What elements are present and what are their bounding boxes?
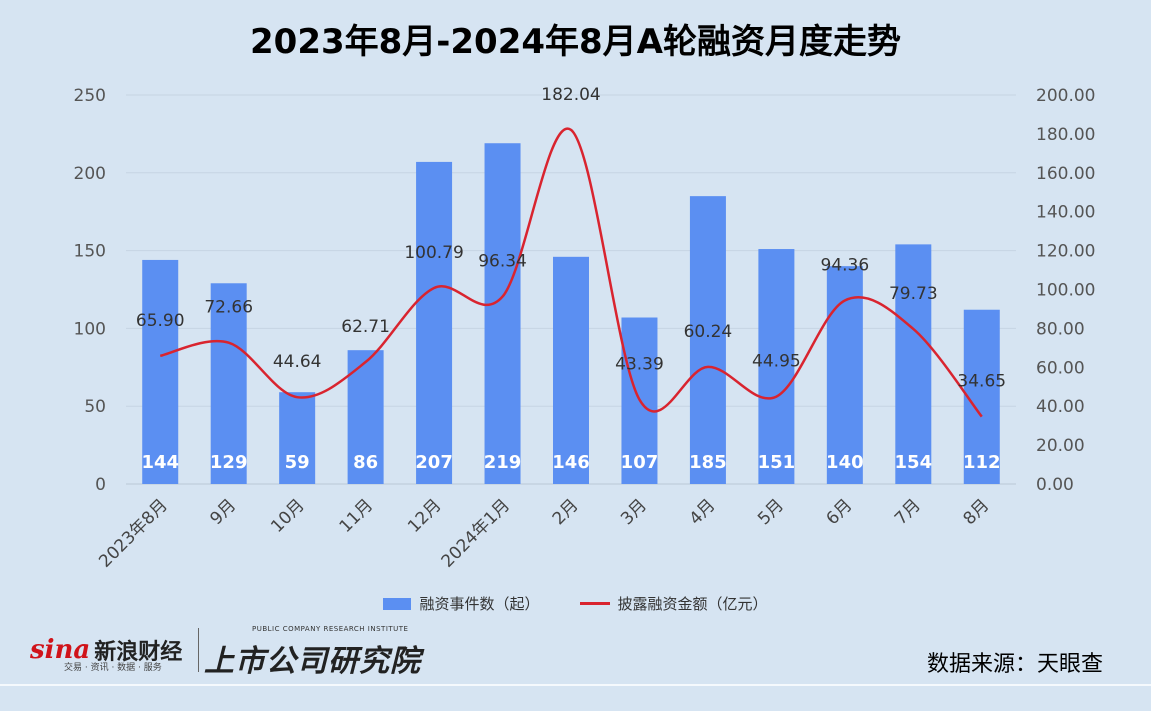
y-right-tick-label: 140.00 [1036, 203, 1095, 223]
bar [416, 161, 453, 484]
legend-item-line[interactable]: 披露融资金额（亿元） [579, 593, 768, 614]
line-value-label: 79.73 [889, 284, 938, 304]
bottom-rule [0, 684, 1151, 686]
y-right-tick-label: 120.00 [1036, 242, 1095, 262]
bar [895, 244, 932, 484]
line-value-label: 100.79 [404, 243, 463, 263]
line-value-labels: 65.90 72.66 44.64 62.71 100.79 96.34 182.04 43.… [136, 85, 1006, 392]
brand-name: 新浪财经 [94, 640, 183, 665]
x-tick-label: 2月 [549, 495, 583, 529]
bar-value-labels: 144 129 59 86 207 219 146 107 185 151 140 154 112 [141, 452, 1000, 473]
bar [142, 259, 179, 484]
y-right-tick-label: 100.00 [1036, 281, 1095, 301]
line-value-label: 96.34 [478, 252, 527, 272]
data-source: 数据来源：天眼查 [926, 652, 1103, 677]
line-value-label: 60.24 [684, 322, 733, 342]
bar [963, 309, 1000, 484]
line-value-label: 62.71 [341, 317, 390, 337]
x-tick-label: 3月 [617, 495, 651, 529]
y-right-tick-label: 60.00 [1036, 358, 1085, 378]
bar [279, 392, 316, 484]
x-tick-label: 4月 [686, 495, 720, 529]
y-left-tick-label: 150 [74, 242, 106, 262]
y-left-tick-label: 250 [74, 86, 106, 106]
x-tick-label: 10月 [267, 495, 308, 536]
line-value-label: 94.36 [821, 255, 870, 275]
bar-value-label: 144 [141, 452, 179, 473]
line-value-label: 44.64 [273, 352, 322, 372]
line-value-label: 44.95 [752, 352, 801, 372]
bar [689, 196, 726, 484]
y-left-tick-label: 200 [74, 164, 106, 184]
bar [758, 249, 795, 484]
sina-finance-logo: sina 新浪财经 交易 · 资讯 · 数据 · 服务 [30, 628, 213, 673]
x-tick-label: 9月 [206, 495, 240, 529]
series-line [159, 127, 983, 418]
institute-english-name: PUBLIC COMPANY RESEARCH INSTITUTE [252, 625, 409, 633]
bar-value-label: 86 [353, 452, 378, 473]
brand-subtitle: 交易 · 资讯 · 数据 · 服务 [64, 663, 162, 673]
bar-value-label: 207 [415, 452, 453, 473]
x-tick-label: 2023年8月 [95, 495, 171, 571]
line-value-label: 43.39 [615, 355, 664, 375]
legend-line-label: 披露融资金额（亿元） [617, 595, 768, 613]
bar [210, 283, 247, 484]
sina-logo-icon: sina [30, 635, 91, 665]
bar-value-label: 129 [210, 452, 248, 473]
institute-logo: 上市公司研究院 [204, 644, 421, 679]
bar-value-label: 154 [895, 452, 933, 473]
legend-line-swatch [579, 602, 610, 605]
footer-divider [198, 628, 200, 672]
x-tick-label: 7月 [891, 495, 925, 529]
y-right-tick-label: 200.00 [1036, 86, 1095, 106]
y-left-tick-label: 0 [95, 475, 106, 495]
legend-bar-swatch [383, 597, 412, 610]
line-value-label: 34.65 [957, 372, 1006, 392]
bar-value-label: 140 [826, 452, 864, 473]
y-right-tick-label: 0.00 [1036, 475, 1074, 495]
legend-bar-label: 融资事件数（起） [419, 595, 540, 613]
chart-title: 2023年8月-2024年8月A轮融资月度走势 [250, 22, 901, 62]
legend-item-bar[interactable]: 融资事件数（起） [383, 593, 540, 614]
legend: 融资事件数（起） 披露融资金额（亿元） [0, 593, 1151, 614]
y-left-tick-label: 50 [84, 397, 106, 417]
y-right-tick-label: 20.00 [1036, 436, 1085, 456]
line-value-label: 182.04 [541, 85, 600, 105]
bar-value-label: 59 [285, 452, 310, 473]
y-right-tick-label: 40.00 [1036, 397, 1085, 417]
x-tick-label: 5月 [754, 495, 788, 529]
x-tick-label: 12月 [404, 495, 445, 536]
bar-series [142, 143, 1000, 484]
x-tick-label: 8月 [959, 495, 993, 529]
bar [826, 266, 863, 484]
bar-value-label: 107 [621, 452, 659, 473]
line-value-label: 65.90 [136, 311, 185, 331]
y-left-ticks: 0 50 100 150 200 250 [74, 86, 106, 495]
x-tick-label: 2024年1月 [438, 495, 514, 571]
bar-value-label: 112 [963, 452, 1001, 473]
y-right-ticks: 0.00 20.00 40.00 60.00 80.00 100.00 120.00 140.… [1036, 86, 1095, 495]
x-tick-label: 11月 [336, 495, 377, 536]
bar-value-label: 151 [758, 452, 796, 473]
y-left-tick-label: 100 [74, 319, 106, 339]
bar-value-label: 146 [552, 452, 590, 473]
y-right-tick-label: 160.00 [1036, 164, 1095, 184]
line-value-label: 72.66 [204, 298, 253, 318]
y-right-tick-label: 180.00 [1036, 125, 1095, 145]
y-right-tick-label: 80.00 [1036, 319, 1085, 339]
bar [484, 143, 521, 484]
bar-value-label: 185 [689, 452, 727, 473]
bar-value-label: 219 [484, 452, 522, 473]
x-tick-label: 6月 [823, 495, 857, 529]
bar [553, 256, 589, 484]
line-series [159, 127, 983, 418]
